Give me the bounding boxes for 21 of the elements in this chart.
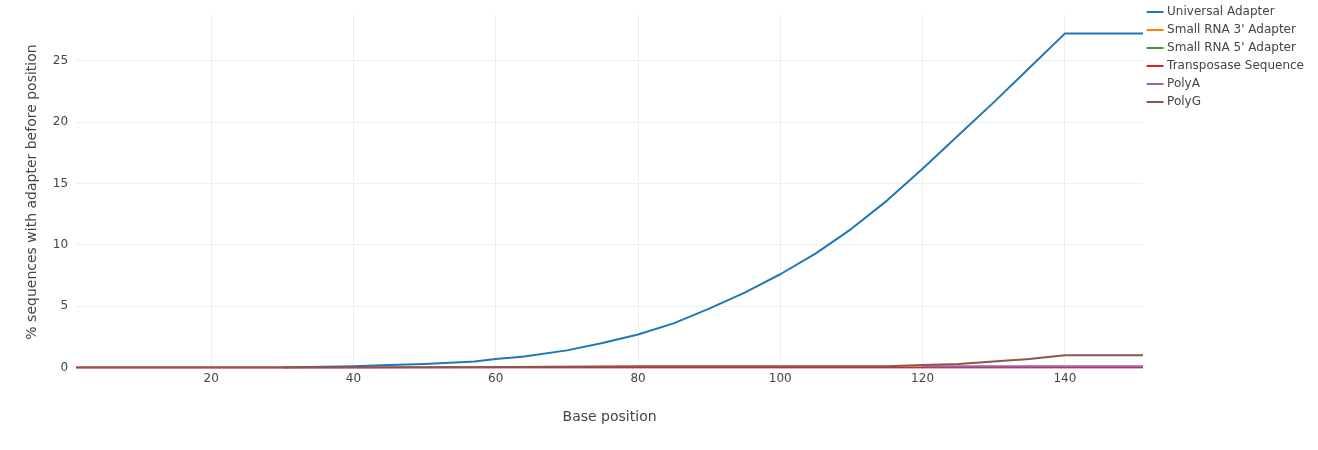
legend-label: Transposase Sequence bbox=[1166, 58, 1305, 73]
x-tick-label: 100 bbox=[768, 371, 792, 386]
x-tick-label: 80 bbox=[630, 371, 646, 386]
y-tick-label: 25 bbox=[52, 52, 69, 67]
y-tick-label: 0 bbox=[60, 359, 69, 374]
x-axis-title: Base position bbox=[562, 408, 657, 425]
x-tick-label: 40 bbox=[345, 371, 362, 386]
legend-label: Small RNA 3' Adapter bbox=[1167, 22, 1296, 37]
y-tick-label: 10 bbox=[52, 236, 69, 251]
x-tick-label: 140 bbox=[1053, 371, 1077, 386]
x-tick-label: 60 bbox=[488, 371, 504, 386]
y-tick-label: 20 bbox=[52, 114, 69, 129]
x-tick-label: 20 bbox=[203, 371, 219, 386]
x-tick-label: 120 bbox=[911, 371, 935, 386]
y-tick-label: 5 bbox=[60, 298, 69, 313]
legend-label: PolyG bbox=[1167, 94, 1201, 109]
legend-label: Universal Adapter bbox=[1167, 4, 1275, 19]
legend-label: PolyA bbox=[1167, 76, 1201, 91]
y-tick-label: 15 bbox=[52, 175, 69, 190]
y-axis-title: % sequences with adapter before position bbox=[23, 44, 40, 340]
legend-label: Small RNA 5' Adapter bbox=[1167, 40, 1296, 55]
